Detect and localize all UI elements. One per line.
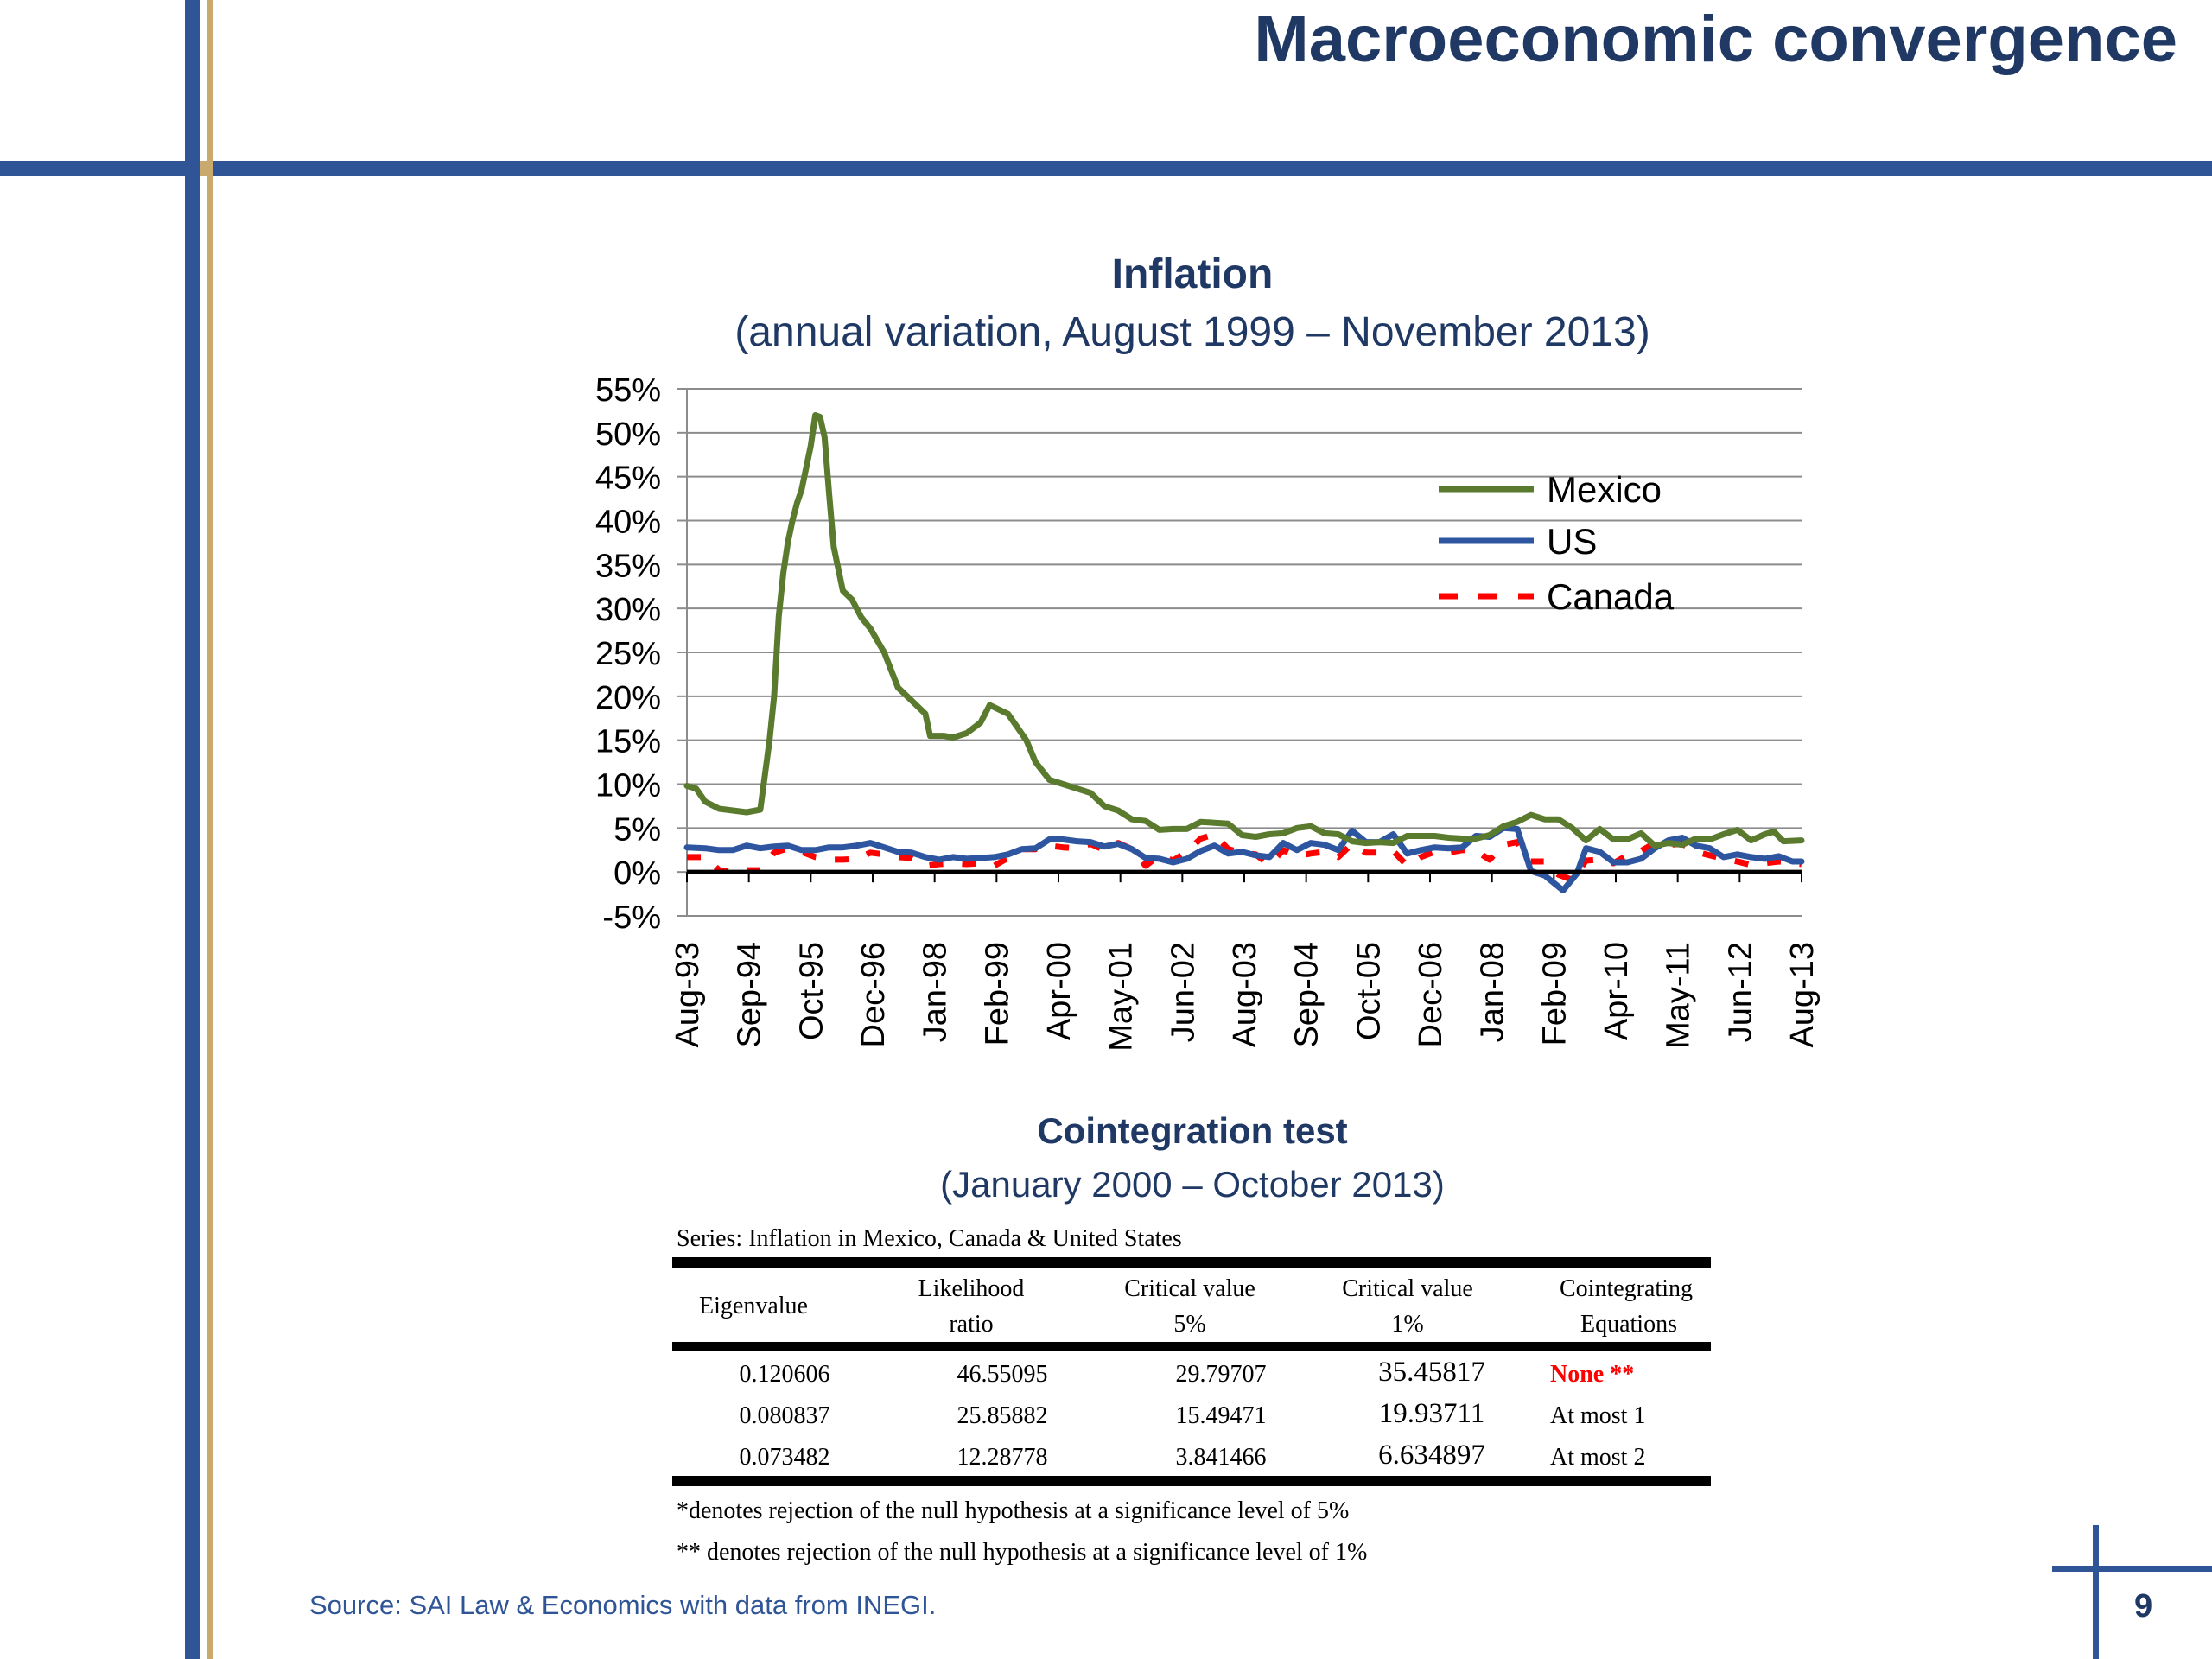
cell-crit5: 15.49471 [1175, 1402, 1267, 1429]
x-tick-label: May-11 [1661, 942, 1697, 1049]
table-rule-mid [672, 1342, 1711, 1351]
legend-label-canada: Canada [1547, 576, 1675, 617]
cell-crit1: 35.45817 [1378, 1357, 1485, 1388]
cointegration-subtitle: (January 2000 – October 2013) [940, 1164, 1445, 1205]
gold-rule-joint [200, 161, 213, 176]
chart-subtitle: (annual variation, August 1999 – Novembe… [734, 309, 1650, 355]
page-number: 9 [2134, 1588, 2153, 1624]
x-tick-label: Dec-06 [1413, 942, 1449, 1048]
inflation-chart: 55%50%45%40%35%30%25%20%15%10%5%0%-5%Aug… [595, 372, 1821, 1052]
x-tick-label: Sep-94 [732, 942, 768, 1048]
y-tick-label: 0% [613, 855, 661, 892]
cell-equations: At most 1 [1550, 1402, 1646, 1429]
cell-likelihood: 46.55095 [957, 1361, 1048, 1388]
x-tick-label: Jan-08 [1475, 942, 1511, 1042]
x-tick-label: Aug-03 [1227, 942, 1263, 1048]
header-rule [0, 161, 2212, 176]
header-crit1-line2: 1% [1391, 1311, 1424, 1338]
cointegration-title: Cointegration test [1037, 1110, 1348, 1151]
cell-crit5: 3.841466 [1175, 1444, 1267, 1471]
x-tick-label: Feb-09 [1536, 942, 1573, 1046]
header-likelihood-line2: ratio [949, 1311, 994, 1338]
series-line-canada [687, 831, 1802, 883]
x-tick-label: Feb-99 [979, 942, 1015, 1046]
corner-rule-horizontal [2052, 1566, 2212, 1572]
y-tick-label: 20% [595, 680, 661, 716]
cell-eigenvalue: 0.120606 [739, 1361, 830, 1388]
table-rule-bottom [672, 1476, 1711, 1486]
y-tick-label: 5% [613, 811, 661, 848]
x-tick-label: Jun-12 [1722, 942, 1758, 1042]
cell-equations: None ** [1550, 1361, 1635, 1388]
y-tick-label: 50% [595, 416, 661, 453]
y-tick-label: -5% [602, 899, 661, 936]
x-tick-label: Dec-96 [855, 942, 892, 1048]
chart-title: Inflation [1111, 251, 1274, 297]
cell-eigenvalue: 0.080837 [739, 1402, 830, 1429]
series-line-us [683, 824, 1805, 893]
x-tick-label: Jun-02 [1165, 942, 1201, 1042]
left-gold-rule [207, 0, 213, 1659]
cell-equations: At most 2 [1550, 1444, 1646, 1471]
cell-likelihood: 25.85882 [957, 1402, 1048, 1429]
cell-eigenvalue: 0.073482 [739, 1444, 830, 1471]
x-tick-label: Oct-05 [1351, 942, 1387, 1040]
cell-crit1: 19.93711 [1378, 1398, 1485, 1429]
y-tick-label: 40% [595, 505, 661, 541]
x-tick-label: Sep-04 [1289, 942, 1325, 1048]
y-tick-label: 15% [595, 724, 661, 760]
legend-label-mexico: Mexico [1547, 469, 1662, 510]
x-tick-label: May-01 [1103, 942, 1140, 1052]
header-coint-line1: Cointegrating [1560, 1275, 1693, 1302]
y-tick-label: 35% [595, 548, 661, 584]
corner-rule-vertical [2093, 1525, 2099, 1659]
source-note: Source: SAI Law & Economics with data fr… [309, 1590, 937, 1620]
header-crit1-line1: Critical value [1342, 1275, 1473, 1302]
cell-crit5: 29.79707 [1175, 1361, 1267, 1388]
page-title: Macroeconomic convergence [1254, 3, 2177, 76]
x-tick-label: Oct-95 [793, 942, 830, 1040]
table-rule-top [672, 1257, 1711, 1268]
y-tick-label: 45% [595, 461, 661, 497]
header-likelihood-line1: Likelihood [918, 1275, 1025, 1302]
series-line-mexico [683, 412, 1805, 849]
y-tick-label: 25% [595, 636, 661, 672]
x-tick-label: Aug-93 [670, 942, 706, 1048]
header-coint-line2: Equations [1580, 1311, 1677, 1338]
cell-likelihood: 12.28778 [957, 1444, 1048, 1471]
x-tick-label: Apr-00 [1041, 942, 1077, 1040]
x-tick-label: Apr-10 [1599, 942, 1635, 1040]
left-rule [185, 0, 200, 1659]
cell-crit1: 6.634897 [1378, 1440, 1485, 1471]
legend-label-us: US [1547, 521, 1597, 562]
header-crit5-line2: 5% [1173, 1311, 1206, 1338]
table-series-label: Series: Inflation in Mexico, Canada & Un… [677, 1225, 1182, 1252]
y-tick-label: 30% [595, 592, 661, 628]
x-tick-label: Aug-13 [1784, 942, 1821, 1048]
header-crit5-line1: Critical value [1124, 1275, 1255, 1302]
footnote-5pct: *denotes rejection of the null hypothesi… [677, 1497, 1350, 1524]
y-tick-label: 10% [595, 768, 661, 804]
header-eigenvalue: Eigenvalue [699, 1293, 808, 1319]
x-tick-label: Jan-98 [918, 942, 954, 1042]
footnote-1pct: ** denotes rejection of the null hypothe… [677, 1539, 1368, 1566]
y-tick-label: 55% [595, 372, 661, 409]
